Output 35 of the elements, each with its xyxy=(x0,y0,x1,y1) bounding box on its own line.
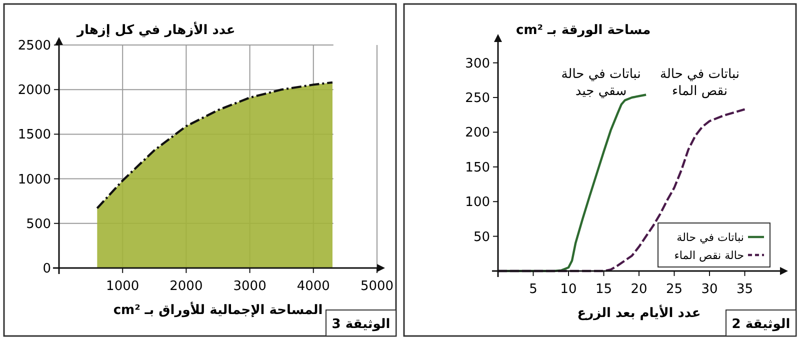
x-tick-label: 3000 xyxy=(233,279,266,294)
x-tick-label: 10 xyxy=(560,282,577,297)
y-tick-label: 150 xyxy=(465,160,490,176)
y-tick-label: 100 xyxy=(465,195,490,210)
x-tick-label: 2000 xyxy=(170,279,203,294)
legend-label: حالة نقص الماء xyxy=(674,249,744,262)
y-tick-label: 250 xyxy=(465,91,490,106)
y-tick-label: 2500 xyxy=(18,38,51,54)
x-tick-label: 20 xyxy=(630,282,648,297)
y-tick-label: 200 xyxy=(465,126,490,141)
y-tick-label: 1500 xyxy=(18,128,51,143)
text: الوثيقة 2 xyxy=(732,317,790,332)
legend-label: نباتات في حالة xyxy=(676,231,744,244)
x-tick-label: 25 xyxy=(666,282,683,297)
x-tick-label: 5000 xyxy=(360,279,394,294)
x-tick-label: 15 xyxy=(595,282,612,297)
x-tick-label: 30 xyxy=(701,282,718,297)
y-tick-label: 1000 xyxy=(18,172,51,188)
x-tick-label: 4000 xyxy=(296,279,330,294)
x-tick-label: 35 xyxy=(736,282,754,297)
x-tick-label: 5 xyxy=(529,282,538,297)
annotation: نباتات في حالة سقي جيد xyxy=(561,67,641,99)
y-tick-label: 50 xyxy=(473,230,490,245)
y-tick-label: 300 xyxy=(465,56,490,72)
text: الوثيقة 3 xyxy=(332,317,390,332)
y-tick-label: 0 xyxy=(42,262,51,276)
x-tick-label: 1000 xyxy=(106,279,140,294)
y-axis-title: مساحة الورقة بـ cm² xyxy=(516,23,651,38)
y-tick-label: 2000 xyxy=(18,83,51,98)
line-series xyxy=(496,108,746,272)
x-axis-title: المساحة الإجمالية للأوراق بـ cm² xyxy=(113,301,323,318)
annotation: نباتات في حالة نقص الماء xyxy=(660,67,740,99)
x-axis-title: عدد الأيام بعد الزرع xyxy=(577,304,701,321)
y-axis-title: عدد الأزهار في كل إزهار xyxy=(76,21,236,38)
y-tick-label: 500 xyxy=(26,216,51,232)
